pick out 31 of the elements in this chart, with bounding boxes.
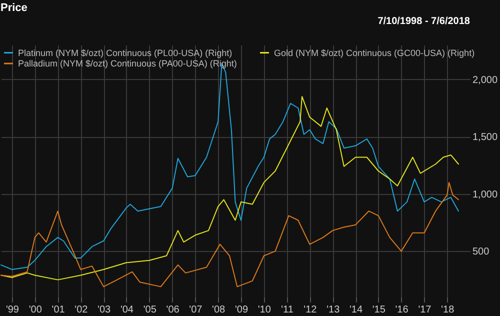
line-series: [0, 182, 459, 288]
x-tick-label: '03: [98, 304, 112, 316]
x-tick-label: '02: [74, 304, 88, 316]
x-tick-label: '07: [189, 304, 203, 316]
legend-label: Platinum (NYM $/ozt) Continuous (PL00-USA) (Right): [18, 48, 232, 58]
x-tick-label: '06: [166, 304, 180, 316]
chart-title: Price: [0, 2, 28, 14]
x-tick-label: '17: [418, 304, 432, 316]
x-tick-label: '18: [441, 304, 455, 316]
x-tick-label: '00: [28, 304, 42, 316]
legend-label: Palladium (NYM $/ozt) Continuous (PA00-USA) (Right): [18, 58, 237, 68]
y-tick-label: 500: [472, 246, 490, 258]
x-tick-label: '13: [326, 304, 340, 316]
text: 7/10/1998 - 7/6/2018: [378, 16, 470, 27]
y-tick-label: 1,500: [472, 132, 498, 144]
x-tick-label: '01: [52, 304, 66, 316]
x-tick-label: '16: [395, 304, 409, 316]
legend-label: Gold (NYM $/ozt) Continuous (GC00-USA) (Right): [274, 48, 475, 58]
y-tick-label: 1,000: [472, 189, 498, 200]
x-tick-label: '08: [212, 304, 226, 316]
line-series: [0, 96, 459, 280]
x-tick-label: '05: [143, 304, 157, 316]
x-tick-label: '14: [349, 304, 363, 316]
x-tick-label: '09: [234, 304, 248, 316]
x-tick-label: '12: [304, 304, 318, 316]
y-tick-label: 2,000: [472, 74, 498, 86]
x-tick-label: '10: [258, 304, 272, 316]
x-tick-label: '11: [281, 304, 294, 316]
x-tick-label: '04: [120, 304, 134, 316]
x-tick-label: '15: [372, 304, 386, 316]
x-tick-label: '99: [6, 304, 20, 316]
